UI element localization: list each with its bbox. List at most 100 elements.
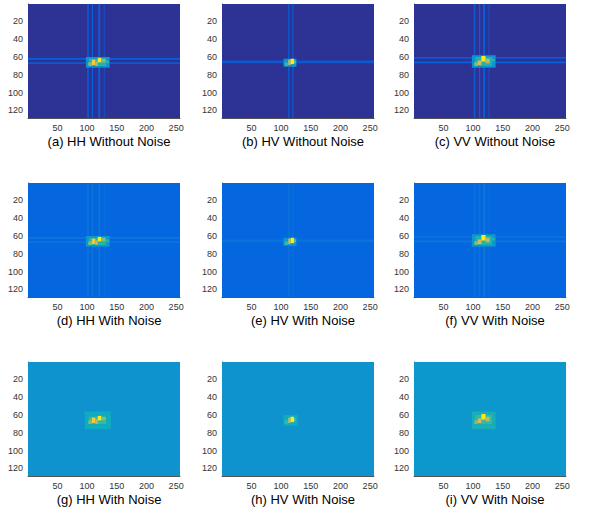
svg-text:250: 250 [169, 123, 184, 133]
svg-text:200: 200 [525, 481, 540, 491]
svg-text:(c) VV Without Noise: (c) VV Without Noise [435, 134, 556, 149]
svg-text:200: 200 [139, 481, 154, 491]
svg-text:100: 100 [202, 267, 217, 277]
svg-text:100: 100 [202, 88, 217, 98]
svg-text:(g) HH With Noise: (g) HH With Noise [57, 492, 162, 507]
svg-text:200: 200 [525, 302, 540, 312]
svg-text:100: 100 [466, 481, 481, 491]
svg-text:20: 20 [399, 374, 409, 384]
svg-text:250: 250 [363, 123, 378, 133]
svg-text:100: 100 [394, 446, 409, 456]
svg-text:150: 150 [303, 123, 318, 133]
svg-text:120: 120 [202, 105, 217, 115]
svg-text:40: 40 [207, 34, 217, 44]
svg-text:60: 60 [207, 52, 217, 62]
svg-text:40: 40 [13, 34, 23, 44]
svg-text:100: 100 [8, 267, 23, 277]
svg-text:100: 100 [274, 302, 289, 312]
svg-text:(i) VV With Noise: (i) VV With Noise [446, 492, 545, 507]
svg-text:40: 40 [399, 213, 409, 223]
svg-text:80: 80 [207, 249, 217, 259]
svg-text:250: 250 [363, 302, 378, 312]
svg-text:50: 50 [438, 123, 448, 133]
svg-text:(f) VV With Noise: (f) VV With Noise [445, 313, 545, 328]
svg-text:50: 50 [246, 481, 256, 491]
svg-text:(h) HV With Noise: (h) HV With Noise [251, 492, 355, 507]
svg-text:20: 20 [13, 374, 23, 384]
svg-text:50: 50 [52, 302, 62, 312]
svg-text:(a) HH Without Noise: (a) HH Without Noise [48, 134, 171, 149]
svg-text:150: 150 [109, 302, 124, 312]
svg-text:120: 120 [202, 463, 217, 473]
svg-text:50: 50 [246, 123, 256, 133]
svg-text:20: 20 [207, 374, 217, 384]
svg-text:100: 100 [466, 302, 481, 312]
svg-text:40: 40 [399, 34, 409, 44]
svg-text:100: 100 [466, 123, 481, 133]
svg-text:50: 50 [246, 302, 256, 312]
svg-text:60: 60 [207, 231, 217, 241]
svg-text:60: 60 [399, 410, 409, 420]
svg-text:60: 60 [399, 52, 409, 62]
svg-text:50: 50 [438, 481, 448, 491]
svg-text:80: 80 [399, 428, 409, 438]
svg-text:20: 20 [399, 16, 409, 26]
svg-text:120: 120 [394, 284, 409, 294]
svg-text:100: 100 [274, 481, 289, 491]
svg-text:40: 40 [207, 213, 217, 223]
svg-text:120: 120 [8, 463, 23, 473]
svg-text:40: 40 [13, 213, 23, 223]
svg-text:80: 80 [399, 70, 409, 80]
svg-text:80: 80 [399, 249, 409, 259]
svg-text:80: 80 [13, 428, 23, 438]
svg-text:50: 50 [52, 481, 62, 491]
svg-text:100: 100 [202, 446, 217, 456]
svg-text:40: 40 [207, 392, 217, 402]
svg-text:150: 150 [495, 123, 510, 133]
svg-text:120: 120 [8, 105, 23, 115]
svg-text:250: 250 [555, 302, 570, 312]
svg-text:20: 20 [399, 195, 409, 205]
svg-text:150: 150 [495, 302, 510, 312]
svg-text:100: 100 [394, 267, 409, 277]
svg-text:100: 100 [8, 446, 23, 456]
svg-text:(d) HH With Noise: (d) HH With Noise [57, 313, 162, 328]
svg-text:100: 100 [80, 302, 95, 312]
svg-text:250: 250 [169, 481, 184, 491]
svg-text:250: 250 [555, 123, 570, 133]
svg-text:60: 60 [399, 231, 409, 241]
svg-text:200: 200 [139, 123, 154, 133]
svg-text:120: 120 [394, 105, 409, 115]
svg-text:250: 250 [169, 302, 184, 312]
svg-text:200: 200 [333, 481, 348, 491]
svg-text:80: 80 [207, 70, 217, 80]
svg-text:200: 200 [525, 123, 540, 133]
svg-text:120: 120 [8, 284, 23, 294]
svg-text:250: 250 [555, 481, 570, 491]
svg-text:150: 150 [303, 302, 318, 312]
svg-text:150: 150 [109, 123, 124, 133]
svg-text:200: 200 [139, 302, 154, 312]
svg-text:100: 100 [8, 88, 23, 98]
svg-text:(e) HV With Noise: (e) HV With Noise [251, 313, 355, 328]
svg-text:60: 60 [13, 410, 23, 420]
svg-text:50: 50 [438, 302, 448, 312]
svg-text:100: 100 [274, 123, 289, 133]
svg-text:80: 80 [13, 249, 23, 259]
svg-text:(b) HV Without Noise: (b) HV Without Noise [242, 134, 364, 149]
svg-text:20: 20 [13, 195, 23, 205]
svg-text:100: 100 [80, 481, 95, 491]
svg-text:250: 250 [363, 481, 378, 491]
svg-text:120: 120 [202, 284, 217, 294]
svg-text:50: 50 [52, 123, 62, 133]
svg-text:60: 60 [207, 410, 217, 420]
svg-text:150: 150 [495, 481, 510, 491]
svg-text:100: 100 [394, 88, 409, 98]
svg-text:150: 150 [109, 481, 124, 491]
svg-text:20: 20 [207, 16, 217, 26]
svg-text:120: 120 [394, 463, 409, 473]
svg-text:40: 40 [399, 392, 409, 402]
svg-text:80: 80 [207, 428, 217, 438]
svg-text:20: 20 [13, 16, 23, 26]
svg-text:60: 60 [13, 52, 23, 62]
